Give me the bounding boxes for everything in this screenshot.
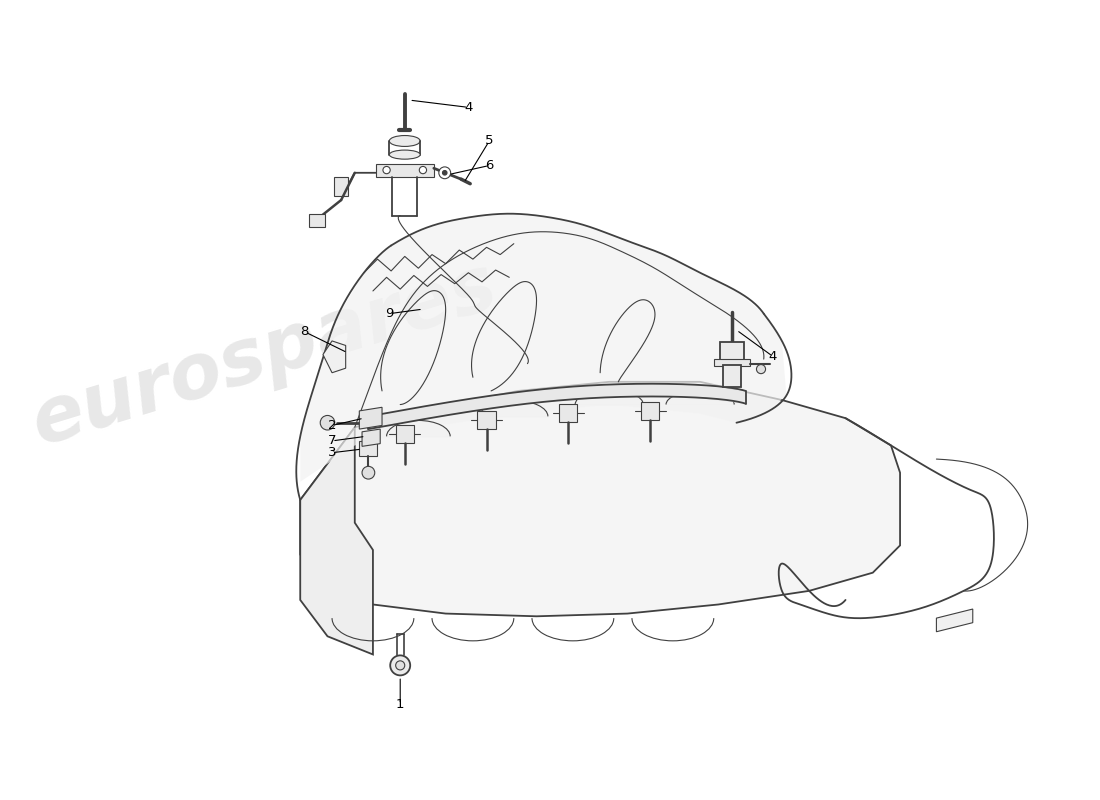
Ellipse shape bbox=[389, 150, 420, 159]
Bar bbox=[723, 366, 741, 387]
Text: 6: 6 bbox=[485, 159, 494, 172]
Polygon shape bbox=[360, 407, 382, 429]
Circle shape bbox=[362, 466, 375, 479]
Circle shape bbox=[383, 166, 390, 174]
Polygon shape bbox=[362, 429, 381, 446]
Polygon shape bbox=[300, 214, 786, 482]
Polygon shape bbox=[309, 214, 324, 227]
Polygon shape bbox=[368, 385, 746, 429]
Ellipse shape bbox=[389, 135, 420, 146]
Bar bbox=[559, 404, 578, 422]
Circle shape bbox=[419, 166, 427, 174]
Circle shape bbox=[396, 661, 405, 670]
Text: eurospares: eurospares bbox=[22, 249, 506, 461]
Circle shape bbox=[439, 167, 451, 178]
Text: 5: 5 bbox=[485, 134, 494, 147]
Text: 3: 3 bbox=[328, 446, 337, 459]
Polygon shape bbox=[334, 178, 349, 195]
Circle shape bbox=[320, 415, 334, 430]
Bar bbox=[477, 411, 496, 429]
Text: 2: 2 bbox=[328, 419, 337, 432]
Text: 8: 8 bbox=[300, 326, 309, 338]
Polygon shape bbox=[376, 164, 433, 178]
Circle shape bbox=[442, 170, 447, 175]
Polygon shape bbox=[323, 341, 345, 373]
Polygon shape bbox=[360, 441, 377, 456]
Bar bbox=[720, 342, 744, 362]
Text: 4: 4 bbox=[464, 101, 473, 114]
Circle shape bbox=[757, 365, 766, 374]
Bar bbox=[641, 402, 659, 420]
Text: 4: 4 bbox=[769, 350, 777, 363]
Text: 9: 9 bbox=[385, 307, 394, 320]
Text: 7: 7 bbox=[328, 434, 337, 447]
Text: a passion for parts since 1985: a passion for parts since 1985 bbox=[339, 502, 626, 606]
Bar bbox=[714, 359, 750, 366]
Circle shape bbox=[390, 655, 410, 675]
Text: 1: 1 bbox=[396, 698, 405, 711]
Polygon shape bbox=[300, 427, 373, 654]
Polygon shape bbox=[300, 382, 900, 616]
Polygon shape bbox=[936, 609, 972, 632]
Bar bbox=[396, 425, 414, 442]
